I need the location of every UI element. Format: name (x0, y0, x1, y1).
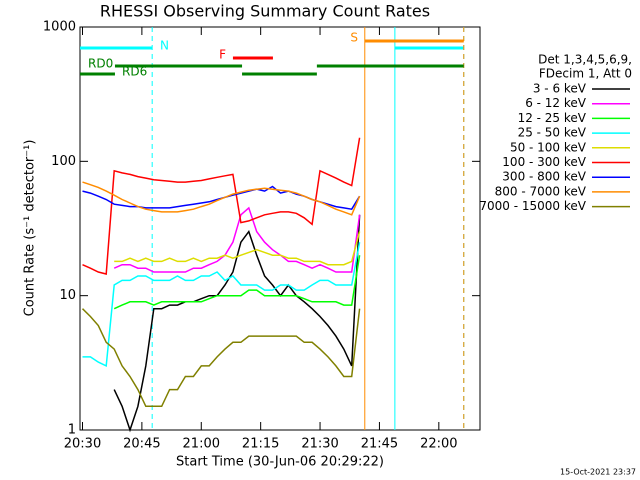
series-line (82, 185, 361, 211)
x-tick-label: 21:00 (183, 437, 220, 452)
plot-frame (79, 26, 481, 431)
y-tick-label: 100 (51, 154, 76, 169)
legend-label: 800 - 7000 keV (495, 184, 587, 198)
y-tick-label: 1 (68, 423, 76, 438)
legend-header: FDecim 1, Att 0 (539, 67, 632, 81)
chart-title: RHESSI Observing Summary Count Rates (100, 2, 430, 21)
y-tick-label: 10 (59, 288, 76, 303)
legend-label: 25 - 50 keV (518, 126, 587, 140)
series-line (113, 206, 361, 273)
y-axis-title: Count Rate (s⁻¹ detector⁻¹) (23, 140, 38, 317)
series-line (82, 137, 361, 275)
x-tick-label: 21:15 (242, 437, 279, 452)
series-line (82, 242, 361, 368)
legend-label: 3 - 6 keV (533, 82, 587, 96)
x-tick-label: 20:45 (123, 437, 160, 452)
x-tick-label: 21:30 (301, 437, 338, 452)
legend-label: 300 - 800 keV (502, 170, 586, 184)
x-axis-title: Start Time (30-Jun-06 20:29:22) (176, 455, 384, 470)
flag-label: N (160, 39, 169, 53)
series-line (81, 308, 361, 408)
flag-label: F (219, 48, 226, 62)
x-tick-label: 21:45 (361, 437, 398, 452)
x-tick-label: 22:00 (420, 437, 457, 452)
series-line (113, 255, 361, 310)
legend-label: 50 - 100 keV (510, 140, 587, 154)
y-tick-label: 1000 (43, 20, 76, 35)
footer: 15-Oct-2021 23:37 (560, 468, 636, 477)
series-line (114, 231, 361, 266)
legend-label: 6 - 12 keV (525, 96, 587, 110)
legend-label: 100 - 300 keV (502, 155, 586, 169)
series-line (82, 181, 361, 216)
legend-label: 7000 - 15000 keV (479, 199, 586, 213)
x-tick-label: 20:30 (64, 437, 101, 452)
flag-label: S (350, 31, 358, 45)
series-line (113, 214, 361, 433)
legend-label: 12 - 25 keV (518, 111, 587, 125)
flag-label: RD0 (88, 57, 113, 71)
legend-header: Det 1,3,4,5,6,9, (538, 53, 632, 67)
flag-label: RD6 (122, 65, 147, 79)
